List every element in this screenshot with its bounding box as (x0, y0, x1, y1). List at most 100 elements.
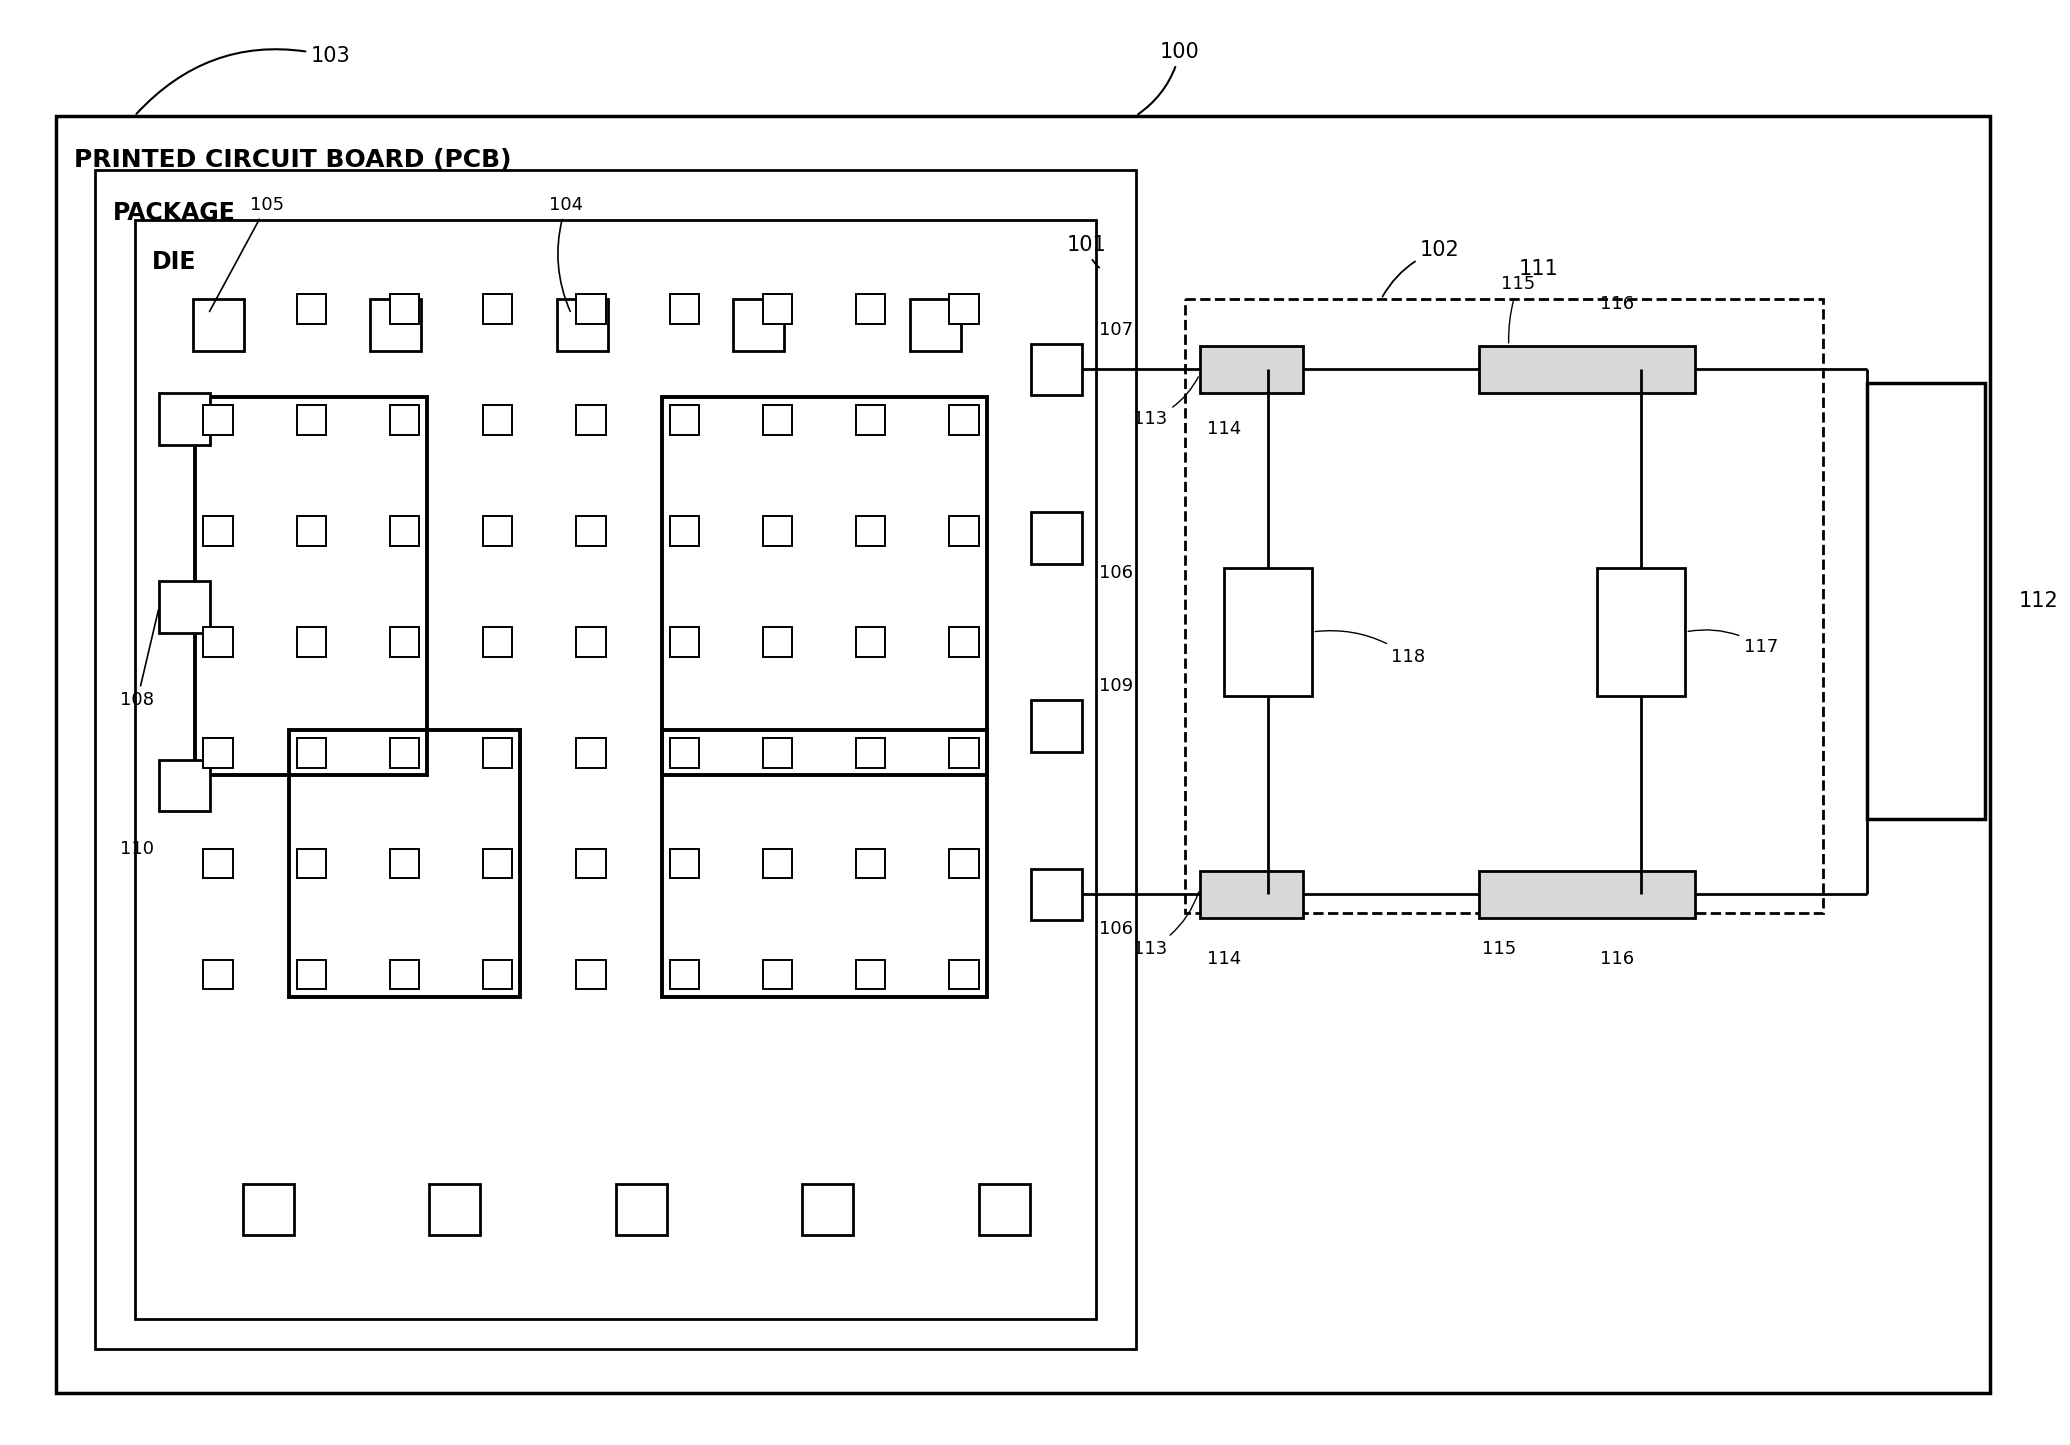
Bar (857, 627, 886, 656)
Bar (482, 738, 513, 767)
Text: 116: 116 (1600, 295, 1633, 314)
Bar (1199, 345, 1302, 393)
Bar (389, 738, 420, 767)
Bar (762, 959, 793, 990)
Bar (762, 738, 793, 767)
Bar (669, 959, 700, 990)
Bar (662, 397, 987, 776)
Bar (669, 295, 700, 324)
Text: 109: 109 (1099, 678, 1134, 695)
Bar (482, 959, 513, 990)
Bar (615, 1183, 667, 1235)
Bar (288, 730, 520, 997)
Bar (857, 738, 886, 767)
Text: 107: 107 (1099, 321, 1134, 338)
Bar (203, 848, 232, 879)
Bar (1031, 344, 1083, 394)
Bar (195, 397, 426, 776)
Bar (135, 220, 1097, 1319)
Bar (296, 627, 325, 656)
Text: 110: 110 (120, 840, 153, 858)
Bar (575, 959, 607, 990)
Bar (482, 295, 513, 324)
Bar (203, 738, 232, 767)
Bar (950, 627, 979, 656)
Text: 101: 101 (1066, 234, 1107, 267)
Bar (389, 627, 420, 656)
Bar (575, 627, 607, 656)
Bar (733, 299, 785, 351)
Bar (669, 738, 700, 767)
Bar (669, 627, 700, 656)
Bar (389, 295, 420, 324)
Bar (203, 627, 232, 656)
Bar (662, 730, 987, 997)
Bar (242, 1183, 294, 1235)
Text: 115: 115 (1482, 939, 1515, 958)
Bar (428, 1183, 480, 1235)
Bar (193, 299, 244, 351)
Bar (389, 516, 420, 546)
Bar (1031, 701, 1083, 751)
Bar (669, 405, 700, 435)
Bar (1199, 870, 1302, 918)
Text: 108: 108 (120, 610, 159, 709)
Bar (482, 405, 513, 435)
Bar (801, 1183, 853, 1235)
Text: 118: 118 (1314, 630, 1424, 666)
Text: 114: 114 (1207, 420, 1242, 438)
Bar (482, 848, 513, 879)
Bar (56, 116, 1989, 1393)
Bar (95, 171, 1136, 1350)
Bar (296, 295, 325, 324)
Bar (482, 627, 513, 656)
Bar (296, 405, 325, 435)
Bar (159, 581, 211, 633)
Text: 104: 104 (549, 197, 584, 312)
Bar (950, 959, 979, 990)
Bar (950, 848, 979, 879)
Bar (669, 848, 700, 879)
Bar (296, 738, 325, 767)
Bar (857, 295, 886, 324)
Text: 106: 106 (1099, 564, 1134, 581)
Text: PRINTED CIRCUIT BOARD (PCB): PRINTED CIRCUIT BOARD (PCB) (75, 149, 511, 172)
Bar (857, 516, 886, 546)
Bar (1031, 512, 1083, 564)
Text: PACKAGE: PACKAGE (114, 201, 236, 225)
Text: 100: 100 (1138, 42, 1201, 114)
Bar (296, 848, 325, 879)
Text: 116: 116 (1600, 949, 1633, 968)
Bar (762, 405, 793, 435)
Text: 114: 114 (1207, 949, 1242, 968)
Bar (557, 299, 609, 351)
Bar (159, 760, 211, 811)
Bar (203, 959, 232, 990)
Bar (203, 516, 232, 546)
Bar (389, 405, 420, 435)
Bar (950, 516, 979, 546)
Bar (1867, 383, 1985, 819)
Bar (1223, 568, 1312, 696)
Bar (950, 405, 979, 435)
Bar (979, 1183, 1029, 1235)
Text: 103: 103 (137, 46, 350, 114)
Bar (389, 959, 420, 990)
Bar (1184, 299, 1824, 913)
Bar (762, 848, 793, 879)
Text: 106: 106 (1099, 920, 1134, 938)
Bar (1031, 868, 1083, 920)
Bar (950, 738, 979, 767)
Bar (857, 848, 886, 879)
Bar (762, 627, 793, 656)
Text: 113: 113 (1134, 892, 1199, 958)
Text: 112: 112 (2018, 591, 2060, 611)
Text: 102: 102 (1383, 240, 1459, 296)
Text: 111: 111 (1517, 260, 1559, 279)
Text: 115: 115 (1501, 275, 1536, 342)
Bar (482, 516, 513, 546)
Text: 105: 105 (209, 197, 284, 312)
Bar (857, 959, 886, 990)
Bar (575, 516, 607, 546)
Bar (669, 516, 700, 546)
